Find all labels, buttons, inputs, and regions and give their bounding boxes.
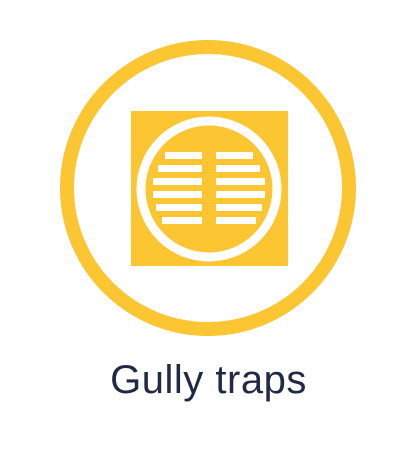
label-gully-traps: Gully traps — [110, 358, 307, 402]
grate-slots-right — [216, 152, 265, 224]
grate-ring — [136, 116, 282, 262]
grate-slots-left — [153, 152, 202, 224]
outer-ring — [60, 40, 356, 336]
gully-trap-icon — [60, 40, 356, 336]
drain-plate — [131, 111, 288, 266]
